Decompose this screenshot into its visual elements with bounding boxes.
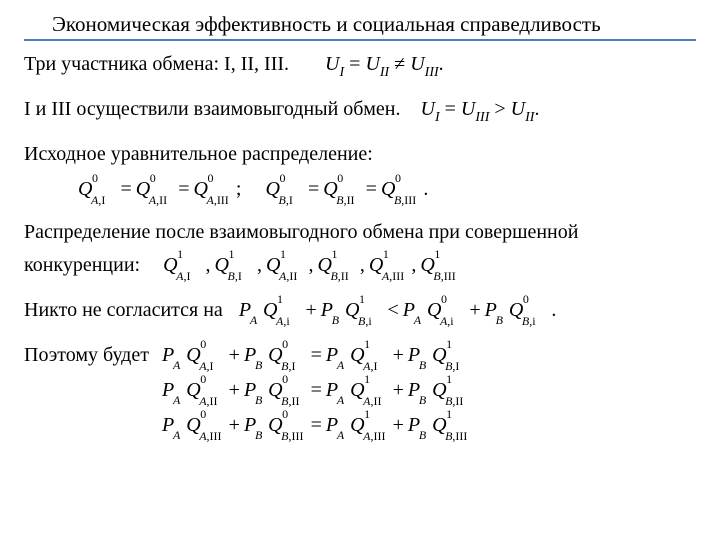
- eq-2: UI = UIII > UII.: [421, 98, 540, 120]
- paragraph-3: Исходное уравнительное распределение:: [24, 141, 696, 168]
- text-4b: конкуренции:: [24, 254, 140, 276]
- text-1a: Три участника обмена: I, II, III.: [24, 53, 289, 75]
- slide-title: Экономическая эффективность и социальная…: [52, 12, 696, 37]
- text-2: I и III осуществили взаимовыгодный обмен…: [24, 98, 401, 120]
- eq-5: PAQ1A,i+PBQ1B,i<PAQ0A,i+PBQ0B,i.: [239, 299, 561, 321]
- eq-6: PAQ0A,I+PBQ0B,I=PAQ1A,I+PBQ1B,IPAQ0A,II+…: [162, 342, 471, 447]
- eq-1: UI = UII ≠ UIII.: [325, 53, 444, 75]
- eq-3: Q0A,I=Q0A,II=Q0A,III;Q0B,I=Q0B,II=Q0B,II…: [78, 176, 696, 203]
- title-rule: [24, 39, 696, 41]
- slide-body: Три участника обмена: I, II, III. UI = U…: [24, 51, 696, 447]
- paragraph-4a: Распределение после взаимовыгодного обме…: [24, 219, 696, 246]
- text-3: Исходное уравнительное распределение:: [24, 143, 373, 165]
- text-6: Поэтому будет: [24, 344, 149, 366]
- paragraph-5: Никто не согласится на PAQ1A,i+PBQ1B,i<P…: [24, 297, 696, 324]
- paragraph-1: Три участника обмена: I, II, III. UI = U…: [24, 51, 696, 82]
- paragraph-2: I и III осуществили взаимовыгодный обмен…: [24, 96, 696, 127]
- paragraph-6: Поэтому будет PAQ0A,I+PBQ0B,I=PAQ1A,I+PB…: [24, 342, 696, 447]
- text-4a: Распределение после взаимовыгодного обме…: [24, 221, 578, 243]
- text-5: Никто не согласится на: [24, 299, 223, 321]
- slide: Экономическая эффективность и социальная…: [0, 0, 720, 540]
- eq-4: Q1A,I,Q1B,I,Q1A,II,Q1B,II,Q1A,III,Q1B,II…: [163, 254, 459, 276]
- paragraph-4b: конкуренции: Q1A,I,Q1B,I,Q1A,II,Q1B,II,Q…: [24, 252, 696, 279]
